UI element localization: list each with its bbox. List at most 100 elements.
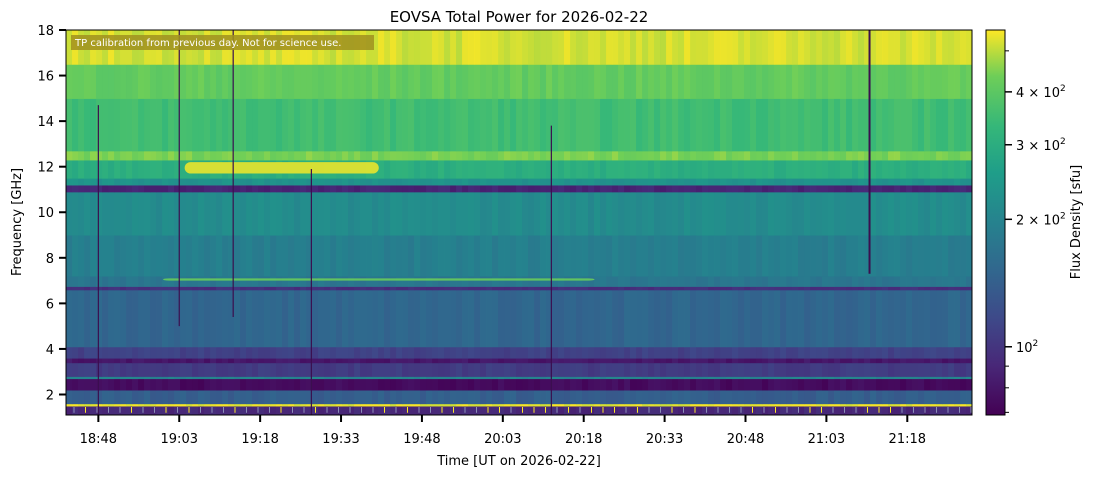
heatmap-cell [102,376,109,380]
x-tick-label: 19:03 [161,432,198,447]
heatmap-cell [468,389,475,405]
heatmap-cell [90,405,97,415]
heatmap-cell [624,376,631,380]
heatmap-cell [606,30,613,65]
heatmap-cell [804,235,811,277]
heatmap-cell [744,276,751,287]
heatmap-cell [792,389,799,405]
heatmap-cell [150,276,157,287]
heatmap-cell [84,346,91,359]
heatmap-cell [138,389,145,405]
heatmap-cell [432,362,439,377]
heatmap-cell [702,191,709,236]
heatmap-cell [156,150,163,161]
heatmap-cell [720,362,727,377]
heatmap-cell [150,150,157,161]
heatmap-cell [300,184,307,193]
heatmap-cell [612,378,619,391]
heatmap-cell [252,235,259,277]
heatmap-cell [90,98,97,152]
heatmap-cell [480,378,487,391]
heatmap-cell [396,376,403,380]
heatmap-cell [936,362,943,377]
heatmap-cell [228,276,235,287]
heatmap-cell [444,376,451,380]
heatmap-cell [246,64,253,99]
heatmap-cell [642,389,649,405]
heatmap-cell [132,376,139,380]
heatmap-cell [774,358,781,364]
heatmap-cell [72,362,79,377]
heatmap-cell [504,98,511,152]
heatmap-cell [402,376,409,380]
heatmap-cell [732,403,739,407]
heatmap-cell [420,358,427,364]
heatmap-cell [288,235,295,277]
heatmap-cell [408,358,415,364]
heatmap-cell [948,376,955,380]
heatmap-cell [582,150,589,161]
heatmap-cell [750,98,757,152]
heatmap-cell [768,235,775,277]
heatmap-cell [114,184,121,193]
heatmap-cell [426,389,433,405]
heatmap-cell [834,98,841,152]
heatmap-cell [816,191,823,236]
heatmap-cell [564,276,571,287]
heatmap-cell [660,184,667,193]
heatmap-cell [390,286,397,291]
heatmap-cell [540,362,547,377]
heatmap-cell [720,403,727,407]
heatmap-cell [432,405,439,415]
heatmap-cell [882,64,889,99]
heatmap-cell [234,358,241,364]
heatmap-cell [252,276,259,287]
heatmap-cell [672,98,679,152]
heatmap-cell [456,64,463,99]
heatmap-cell [702,286,709,291]
heatmap-cell [570,178,577,186]
heatmap-cell [138,159,145,179]
heatmap-cell [648,150,655,161]
heatmap-cell [948,389,955,405]
heatmap-cell [474,378,481,391]
heatmap-cell [78,159,85,179]
heatmap-cell [306,235,313,277]
heatmap-cell [366,64,373,99]
heatmap-cell [234,98,241,152]
heatmap-cell [282,403,289,407]
heatmap-cell [924,30,931,65]
heatmap-cell [564,235,571,277]
heatmap-cell [798,178,805,186]
heatmap-cell [378,184,385,193]
heatmap-cell [432,64,439,99]
heatmap-cell [120,403,127,407]
heatmap-cell [276,286,283,291]
heatmap-cell [216,358,223,364]
heatmap-cell [816,235,823,277]
heatmap-cell [798,235,805,277]
heatmap-cell [144,378,151,391]
heatmap-cell [642,376,649,380]
heatmap-cell [108,358,115,364]
heatmap-cell [672,184,679,193]
heatmap-cell [474,30,481,65]
heatmap-cell [192,358,199,364]
heatmap-cell [774,30,781,65]
heatmap-cell [390,403,397,407]
heatmap-cell [864,30,871,65]
heatmap-cell [252,358,259,364]
heatmap-cell [384,286,391,291]
heatmap-cell [882,178,889,186]
heatmap-cell [552,184,559,193]
heatmap-cell [666,289,673,348]
heatmap-cell [768,405,775,415]
heatmap-cell [810,362,817,377]
heatmap-cell [966,376,972,380]
heatmap-cell [726,235,733,277]
heatmap-cell [240,150,247,161]
heatmap-cell [264,389,271,405]
heatmap-cell [450,30,457,65]
heatmap-cell [348,276,355,287]
heatmap-cell [498,235,505,277]
